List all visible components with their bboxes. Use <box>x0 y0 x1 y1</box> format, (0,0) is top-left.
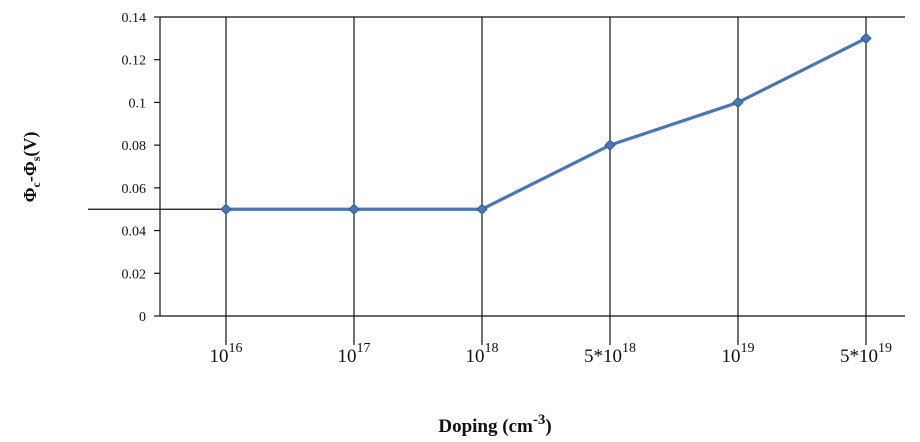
x-axis-title: Doping (cm-3) <box>438 412 551 437</box>
x-tick-label-0: 1016 <box>210 341 243 367</box>
data-point-5 <box>860 32 872 45</box>
x-tick-labels: 1016 1017 1018 5*1018 1019 5*1019 <box>210 341 893 367</box>
y-tick-label-3: 0.06 <box>122 182 147 197</box>
y-tick-label-1: 0.02 <box>122 267 147 282</box>
series-polyline <box>226 36 867 211</box>
y-tick-label-2: 0.04 <box>122 225 147 240</box>
y-tick-label-6: 0.12 <box>122 54 147 69</box>
data-point-1 <box>348 203 360 215</box>
x-tick-label-4: 1019 <box>722 341 755 367</box>
series-line <box>220 32 872 215</box>
x-tick-label-5: 5*1019 <box>840 341 892 367</box>
vertical-gridlines <box>225 17 867 345</box>
data-point-4 <box>732 96 744 109</box>
data-point-2 <box>476 203 488 215</box>
y-tick-label-7: 0.14 <box>122 11 147 26</box>
y-axis-title: Φc-Φs(V) <box>20 132 43 203</box>
x-tick-label-3: 5*1018 <box>584 341 636 367</box>
y-tick-label-4: 0.08 <box>122 139 147 154</box>
axes <box>88 16 905 317</box>
y-tick-labels: 0 0.02 0.04 0.06 0.08 0.1 0.12 0.14 <box>122 11 160 325</box>
data-point-0 <box>220 203 232 215</box>
x-tick-label-1: 1017 <box>338 341 371 367</box>
y-tick-label-0: 0 <box>139 310 146 325</box>
y-tick-label-5: 0.1 <box>129 96 147 111</box>
x-tick-label-2: 1018 <box>466 341 499 367</box>
data-point-3 <box>604 139 616 151</box>
